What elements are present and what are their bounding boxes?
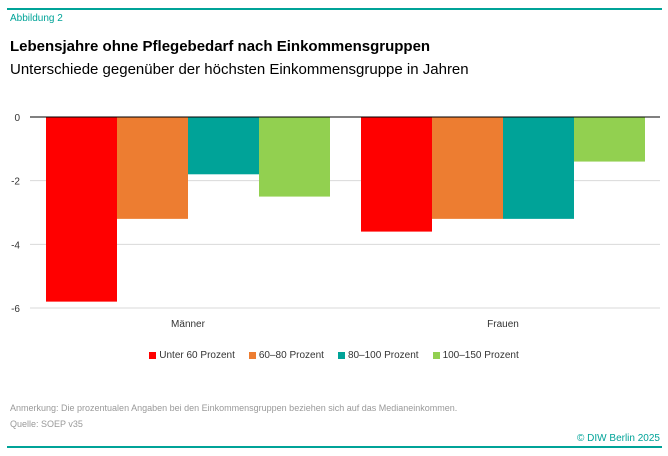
y-tick-label: -2: [11, 177, 20, 188]
legend-swatch: [149, 352, 157, 359]
y-tick-label: -4: [11, 240, 20, 251]
legend: Unter 60 Prozent 60–80 Prozent 80–100 Proz…: [0, 350, 668, 361]
legend-swatch: [432, 352, 440, 359]
y-tick-label: 0: [14, 113, 20, 124]
copyright: © DIW Berlin 2025: [577, 433, 660, 444]
legend-swatch: [337, 352, 345, 359]
y-tick-label: -6: [11, 304, 20, 315]
legend-label: 80–100 Prozent: [347, 350, 419, 361]
legend-label: 100–150 Prozent: [442, 350, 519, 361]
bar-männer-1: [117, 117, 188, 219]
legend-item: 60–80 Prozent: [248, 350, 324, 361]
chart-title: Lebensjahre ohne Pflegebedarf nach Einko…: [10, 38, 431, 55]
bottom-rule: [7, 446, 662, 448]
figure-label: Abbildung 2: [10, 13, 63, 24]
legend-label: Unter 60 Prozent: [159, 350, 235, 361]
x-category-label: Frauen: [487, 319, 519, 330]
x-category-label: Männer: [171, 319, 206, 330]
note: Anmerkung: Die prozentualen Angaben bei …: [10, 403, 458, 413]
bar-männer-2: [188, 117, 259, 175]
bar-frauen-3: [574, 117, 645, 162]
legend-item: 80–100 Prozent: [337, 350, 419, 361]
source: Quelle: SOEP v35: [10, 419, 83, 429]
bar-frauen-2: [503, 117, 574, 219]
bar-frauen-0: [361, 117, 432, 232]
legend-item: 100–150 Prozent: [432, 350, 519, 361]
bar-männer-3: [259, 117, 330, 197]
bar-frauen-1: [432, 117, 503, 219]
chart-subtitle: Unterschiede gegenüber der höchsten Eink…: [10, 61, 469, 78]
legend-item: Unter 60 Prozent: [149, 350, 235, 361]
top-rule: [7, 8, 662, 10]
legend-label: 60–80 Prozent: [258, 350, 324, 361]
legend-swatch: [248, 352, 256, 359]
bar-männer-0: [46, 117, 117, 302]
